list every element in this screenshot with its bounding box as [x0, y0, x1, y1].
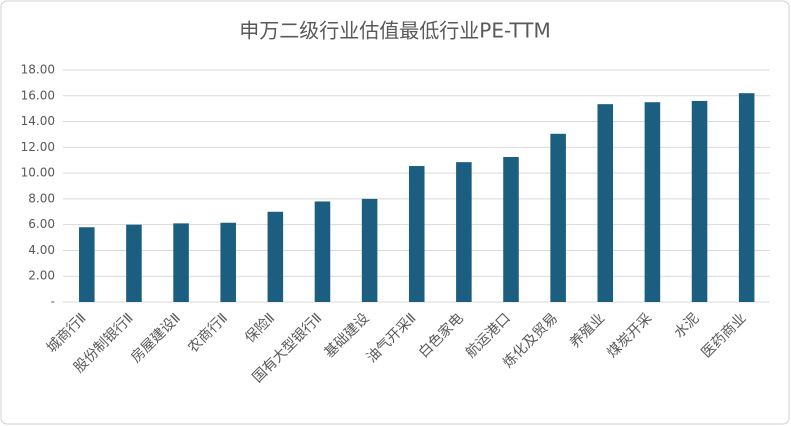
- bar: [503, 157, 519, 302]
- bar: [456, 162, 472, 302]
- y-tick-label: 16.00: [21, 88, 55, 102]
- bar: [644, 102, 661, 302]
- y-tick-label: 12.00: [21, 140, 55, 154]
- y-tick-label: -: [51, 295, 55, 309]
- y-tick-label: 4.00: [28, 243, 55, 257]
- y-tick-label: 2.00: [28, 269, 55, 283]
- y-tick-label: 8.00: [28, 191, 55, 205]
- bar: [738, 93, 755, 302]
- bar: [597, 104, 614, 303]
- bar: [220, 222, 236, 302]
- bar: [550, 133, 566, 302]
- bar: [267, 211, 284, 302]
- bar: [126, 224, 142, 302]
- bar: [408, 166, 425, 302]
- y-tick-label: 18.00: [21, 63, 55, 77]
- bar: [173, 223, 189, 302]
- chart-title: 申万二级行业估值最低行业PE-TTM: [239, 19, 550, 43]
- bar: [691, 100, 708, 302]
- y-tick-label: 6.00: [28, 217, 55, 231]
- bar: [361, 198, 378, 302]
- bar: [79, 227, 95, 302]
- y-tick-label: 14.00: [21, 114, 55, 128]
- y-tick-label: 10.00: [21, 166, 55, 180]
- bar: [314, 201, 331, 302]
